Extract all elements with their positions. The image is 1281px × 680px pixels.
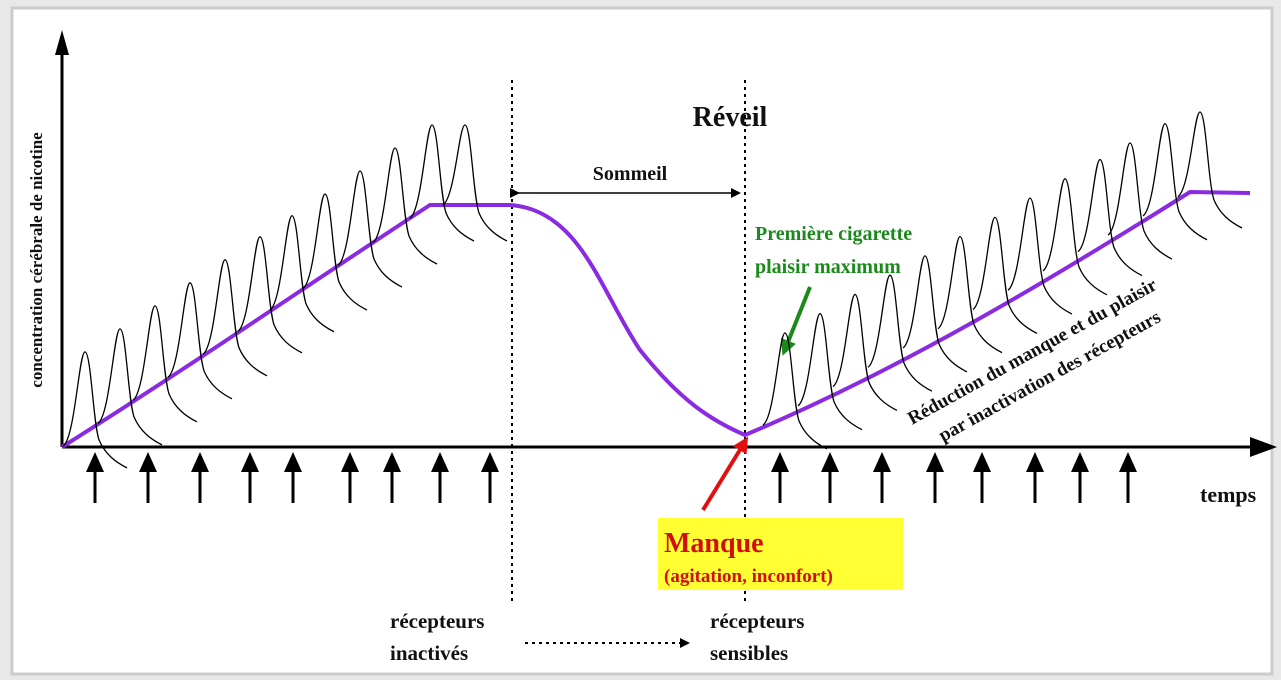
- spike: [409, 124, 475, 242]
- spike: [132, 305, 198, 423]
- spike: [1042, 178, 1108, 296]
- receptors-label: inactivés: [390, 641, 468, 665]
- wake-label: Réveil: [693, 102, 768, 133]
- y-arrow: [55, 30, 69, 55]
- spike: [372, 147, 438, 265]
- green-label: Première cigarette: [755, 223, 912, 245]
- dose-arrow-head: [431, 452, 449, 472]
- dose-arrow-head: [1071, 452, 1089, 472]
- spike: [902, 255, 968, 373]
- dose-arrow-head: [191, 452, 209, 472]
- spike: [337, 170, 403, 288]
- receptors-label: récepteurs: [710, 609, 804, 633]
- x-arrow: [1250, 437, 1277, 457]
- dose-arrow-head: [771, 452, 789, 472]
- spike: [1177, 111, 1243, 229]
- highlight: [658, 518, 903, 590]
- dose-arrow-head: [139, 452, 157, 472]
- dose-arrow-head: [284, 452, 302, 472]
- dose-arrow-head: [821, 452, 839, 472]
- spike: [237, 236, 303, 354]
- spike: [97, 328, 163, 446]
- spike: [797, 313, 863, 431]
- spike: [762, 332, 828, 450]
- spike: [972, 216, 1038, 334]
- receptors-label: sensibles: [710, 641, 788, 665]
- spike: [167, 282, 233, 400]
- dose-arrow-head: [873, 452, 891, 472]
- sleep-label: Sommeil: [593, 163, 668, 185]
- dose-arrow-head: [341, 452, 359, 472]
- receptors-label: récepteurs: [390, 609, 484, 633]
- dose-arrow-head: [241, 452, 259, 472]
- red-arrow: [701, 436, 749, 512]
- spike: [302, 193, 368, 311]
- dose-arrow-head: [1026, 452, 1044, 472]
- spike: [1077, 158, 1143, 277]
- spike: [202, 259, 268, 377]
- withdrawal-detail: (agitation, inconfort): [664, 566, 833, 587]
- dose-arrow-head: [481, 452, 499, 472]
- frame: [10, 6, 1274, 676]
- spike: [442, 124, 508, 242]
- dose-arrow-head: [1119, 452, 1137, 472]
- spike: [269, 215, 335, 333]
- dose-arrow-head: [383, 452, 401, 472]
- dose-arrow-head: [973, 452, 991, 472]
- y-axis-label: concentration cérébrale de nicotine: [27, 132, 46, 388]
- spike: [1007, 197, 1073, 315]
- withdrawal: Manque: [664, 528, 764, 559]
- dose-arrow-head: [926, 452, 944, 472]
- spike: [1142, 123, 1208, 241]
- dose-arrow-head: [86, 452, 104, 472]
- spike: [1107, 142, 1173, 260]
- drawing: [55, 30, 1277, 648]
- spike: [832, 293, 898, 412]
- x-axis-label: temps: [1200, 482, 1257, 507]
- spike: [937, 235, 1003, 354]
- spike: [867, 274, 933, 392]
- spike: [62, 351, 128, 469]
- green-label: plaisir maximum: [755, 256, 901, 278]
